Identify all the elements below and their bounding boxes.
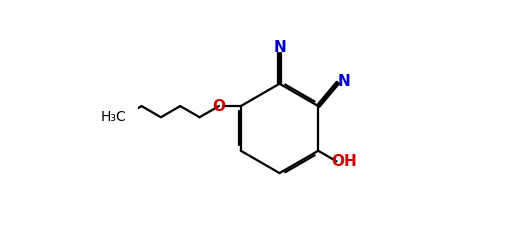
- Text: H₃C: H₃C: [100, 110, 126, 124]
- Text: O: O: [212, 99, 225, 114]
- Text: N: N: [273, 40, 286, 55]
- Text: N: N: [337, 74, 350, 89]
- Text: OH: OH: [331, 154, 357, 169]
